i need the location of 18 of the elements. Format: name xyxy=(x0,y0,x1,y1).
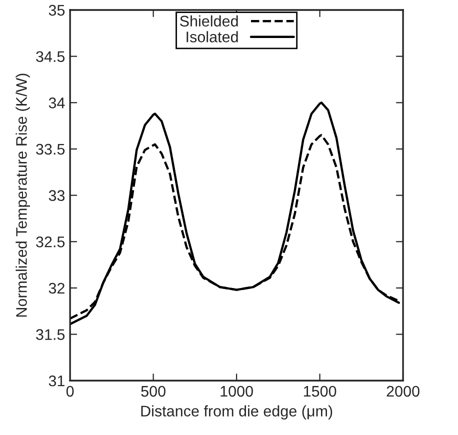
x-axis-title: Distance from die edge (μm) xyxy=(141,405,332,420)
y-tick-label: 34.5 xyxy=(36,51,65,62)
x-tick-label: 0 xyxy=(66,386,74,397)
y-tick-label: 34 xyxy=(48,98,65,108)
x-tick-label: 500 xyxy=(141,386,166,397)
x-tick-label: 1500 xyxy=(304,386,336,397)
y-tick-label: 33 xyxy=(48,190,65,201)
y-tick-label: 32.5 xyxy=(36,236,65,248)
y-tick-label: 31 xyxy=(48,375,64,386)
legend-label: Isolated xyxy=(186,31,238,42)
x-tick-label: 1000 xyxy=(220,386,253,397)
y-axis-title: Normalized Temperature Rise (K/W) xyxy=(16,74,30,317)
x-tick-label: 2000 xyxy=(386,386,420,397)
y-tick-label: 35 xyxy=(48,4,65,16)
y-tick-label: 32 xyxy=(48,282,64,294)
text: Shielded xyxy=(180,15,238,27)
y-tick-label: 31.5 xyxy=(36,329,65,340)
y-tick-label: 33.5 xyxy=(36,144,65,155)
